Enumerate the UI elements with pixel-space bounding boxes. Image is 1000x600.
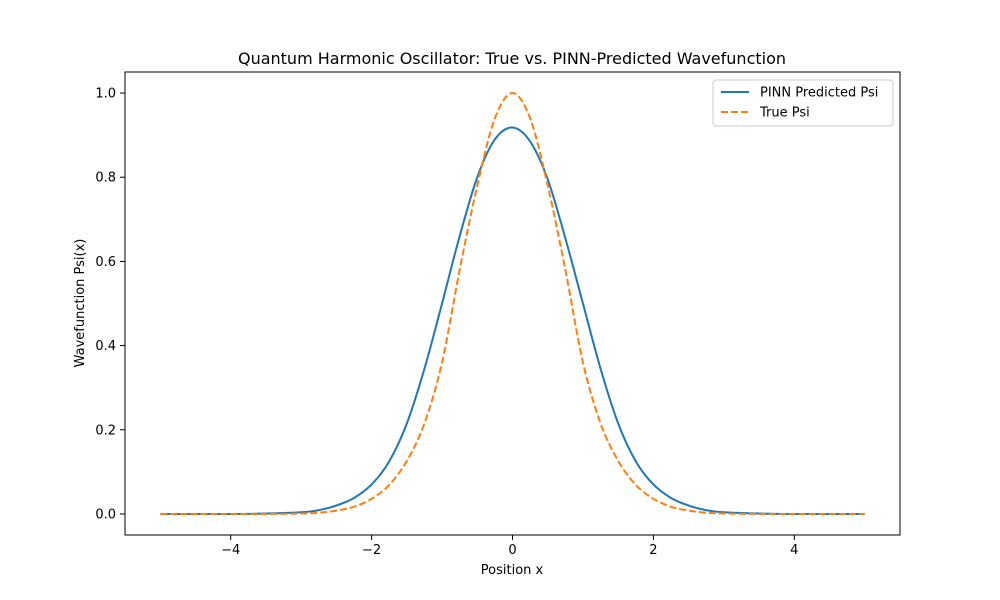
x-tick-label: −4 xyxy=(221,543,240,558)
y-axis-label: Wavefunction Psi(x) xyxy=(73,239,88,368)
y-tick-label: 0.0 xyxy=(95,507,116,522)
y-tick-label: 0.4 xyxy=(95,339,116,354)
x-tick-label: −2 xyxy=(362,543,381,558)
series-line-pinn-predicted xyxy=(160,126,865,515)
y-tick-label: 1.0 xyxy=(95,87,116,102)
legend: PINN Predicted Psi True Psi xyxy=(712,79,894,127)
chart-title: Quantum Harmonic Oscillator: True vs. PI… xyxy=(238,49,786,68)
x-axis-label: Position x xyxy=(481,563,544,578)
legend-entry-label: True Psi xyxy=(759,106,810,121)
x-tick-label: 4 xyxy=(790,543,798,558)
y-tick-label: 0.6 xyxy=(95,255,116,270)
legend-box xyxy=(712,79,894,127)
x-tick-label: 2 xyxy=(649,543,657,558)
x-tick-label: 0 xyxy=(508,543,516,558)
plot-area: −4 −2 0 2 4 0.0 0.2 0.4 0.6 0.8 1.0 xyxy=(95,71,901,558)
series-line-true-psi xyxy=(160,92,865,515)
y-tick-label: 0.8 xyxy=(95,171,116,186)
legend-entry-label: PINN Predicted Psi xyxy=(760,86,878,101)
y-tick-label: 0.2 xyxy=(95,423,116,438)
